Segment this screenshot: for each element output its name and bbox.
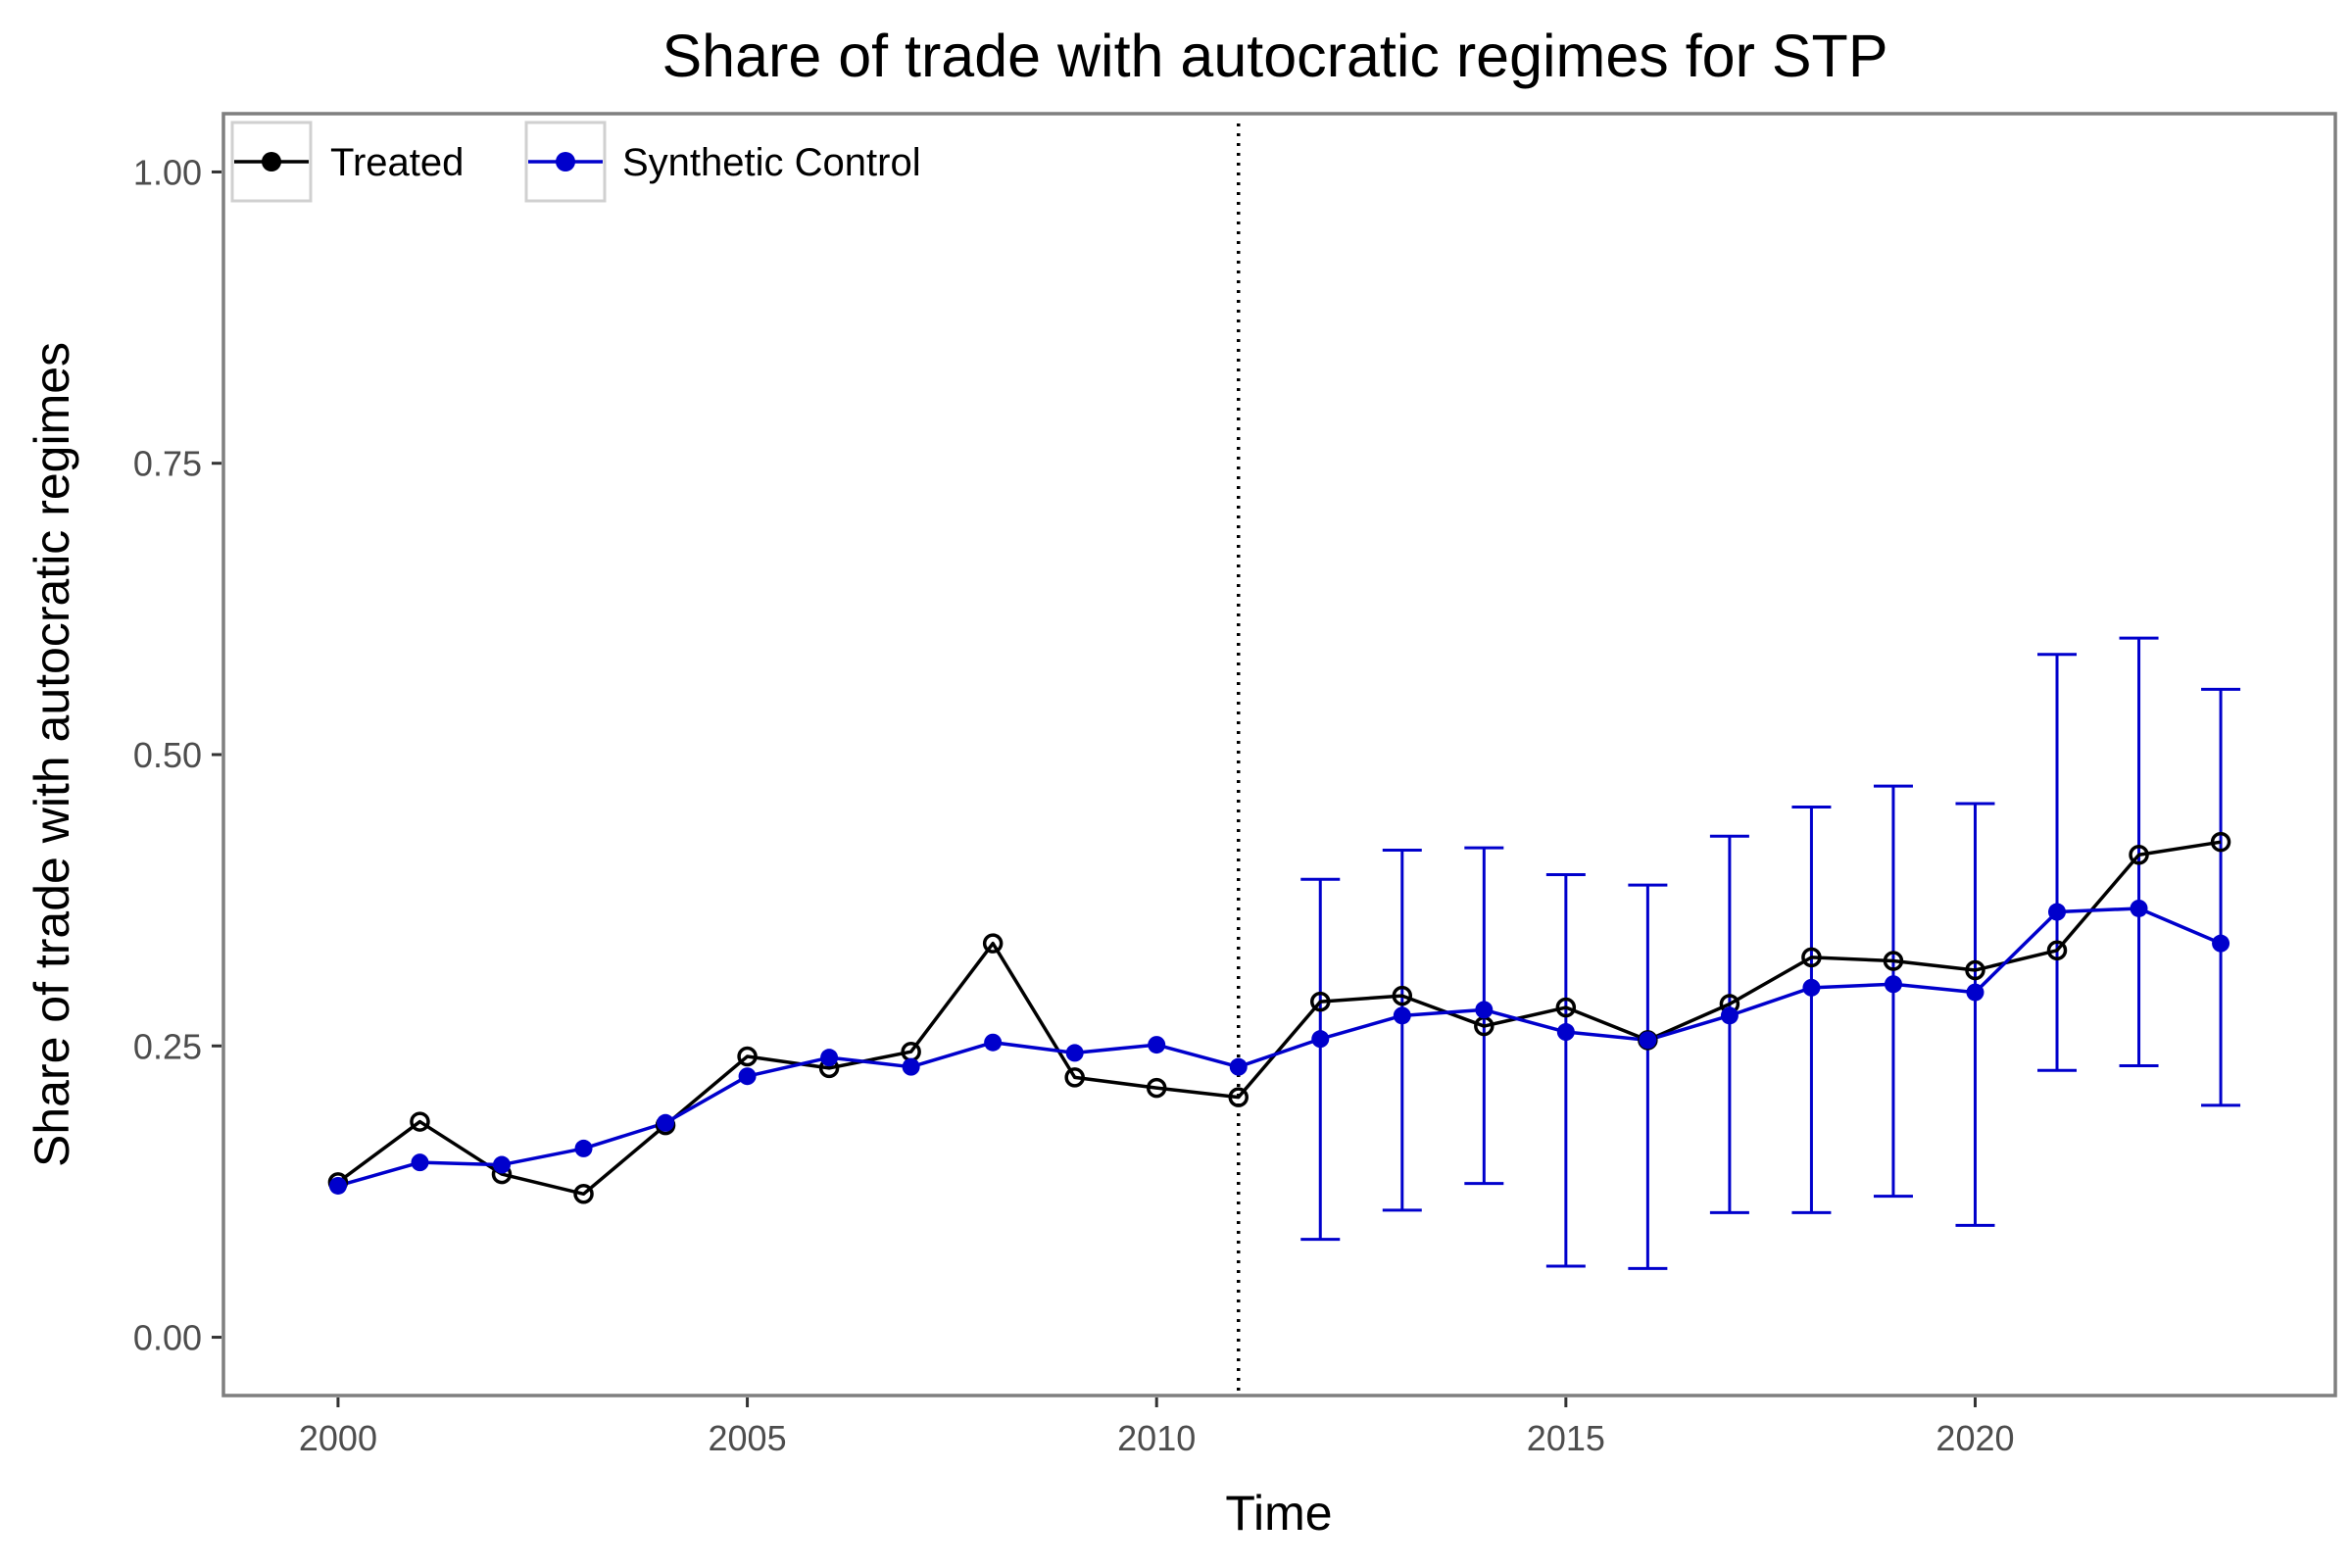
point-treated bbox=[1228, 1087, 1249, 1107]
error-bar bbox=[1628, 883, 1668, 1270]
point-synthetic-control bbox=[1884, 975, 1902, 994]
legend: Treated Synthetic Control bbox=[225, 116, 990, 208]
error-bar bbox=[1955, 802, 1995, 1227]
error-bar bbox=[2037, 653, 2078, 1072]
y-tick-label: 0.25 bbox=[133, 1026, 202, 1066]
plot-panel bbox=[221, 112, 2337, 1397]
error-bar bbox=[1382, 849, 1422, 1212]
point-treated bbox=[573, 1184, 594, 1204]
x-tick-label: 2000 bbox=[299, 1418, 377, 1458]
point-treated bbox=[1965, 959, 1985, 981]
y-tick-label: 0.75 bbox=[133, 444, 202, 484]
point-treated bbox=[1310, 991, 1331, 1012]
error-bar bbox=[2201, 687, 2241, 1107]
point-synthetic-control bbox=[1311, 1030, 1330, 1049]
point-treated bbox=[982, 933, 1004, 954]
legend-background bbox=[225, 116, 990, 208]
point-synthetic-control bbox=[1065, 1044, 1084, 1062]
point-synthetic-control bbox=[984, 1033, 1003, 1052]
point-synthetic-control bbox=[738, 1067, 757, 1086]
point-treated bbox=[1883, 951, 1904, 971]
x-tick-label: 2010 bbox=[1117, 1418, 1196, 1458]
legend-item: Synthetic Control bbox=[524, 121, 921, 203]
point-synthetic-control bbox=[1393, 1006, 1411, 1025]
point-synthetic-control bbox=[1639, 1031, 1657, 1050]
point-synthetic-control bbox=[2048, 903, 2067, 921]
point-treated bbox=[1064, 1067, 1085, 1088]
point-synthetic-control bbox=[1966, 983, 1984, 1002]
point-treated bbox=[737, 1046, 758, 1067]
legend-label: Treated bbox=[330, 141, 464, 184]
point-synthetic-control bbox=[411, 1153, 429, 1172]
point-synthetic-control bbox=[1229, 1057, 1248, 1076]
error-bar bbox=[1545, 872, 1586, 1268]
point-synthetic-control bbox=[1802, 978, 1821, 997]
y-tick-label: 0.00 bbox=[133, 1318, 202, 1358]
legend-label: Synthetic Control bbox=[622, 141, 921, 184]
point-treated bbox=[410, 1111, 430, 1132]
y-axis-title: Share of trade with autocratic regimes bbox=[24, 342, 79, 1167]
y-tick-label: 1.00 bbox=[133, 152, 202, 192]
series-line-treated bbox=[336, 840, 2222, 1197]
point-treated bbox=[1555, 997, 1577, 1018]
point-treated bbox=[1392, 985, 1413, 1006]
legend-key-marker bbox=[262, 152, 281, 172]
point-treated bbox=[2210, 831, 2231, 853]
point-treated bbox=[1146, 1077, 1167, 1099]
point-treated bbox=[2046, 940, 2068, 961]
point-synthetic-control bbox=[492, 1155, 511, 1174]
series-line-synthetic-control bbox=[337, 906, 2222, 1188]
x-tick-label: 2020 bbox=[1936, 1418, 2014, 1458]
point-synthetic-control bbox=[574, 1139, 593, 1157]
point-synthetic-control bbox=[1720, 1006, 1739, 1025]
error-bar bbox=[2119, 636, 2159, 1067]
point-synthetic-control bbox=[1556, 1023, 1575, 1042]
x-tick-label: 2005 bbox=[709, 1418, 787, 1458]
point-synthetic-control bbox=[820, 1049, 839, 1067]
chart-title: Share of trade with autocratic regimes f… bbox=[662, 23, 1887, 89]
legend-item: Treated bbox=[230, 121, 464, 203]
point-synthetic-control bbox=[1148, 1036, 1166, 1054]
x-tick-label: 2015 bbox=[1527, 1418, 1605, 1458]
point-synthetic-control bbox=[2212, 934, 2230, 953]
point-synthetic-control bbox=[902, 1057, 920, 1076]
error-bar bbox=[1791, 806, 1832, 1214]
point-treated bbox=[2129, 845, 2149, 865]
y-tick-label: 0.50 bbox=[133, 735, 202, 775]
point-synthetic-control bbox=[328, 1176, 347, 1195]
error-bar bbox=[1300, 877, 1341, 1242]
plot-marks bbox=[327, 123, 2241, 1396]
point-synthetic-control bbox=[1475, 1001, 1494, 1019]
axes: 2000 2005 2010 2015 2020 0.00 0.25 0.50 0.75 1.00 bbox=[133, 152, 2015, 1458]
point-synthetic-control bbox=[2130, 899, 2148, 917]
point-treated bbox=[1801, 947, 1822, 968]
legend-key-marker bbox=[556, 152, 575, 172]
x-axis-title: Time bbox=[1225, 1486, 1332, 1541]
point-synthetic-control bbox=[657, 1113, 675, 1132]
